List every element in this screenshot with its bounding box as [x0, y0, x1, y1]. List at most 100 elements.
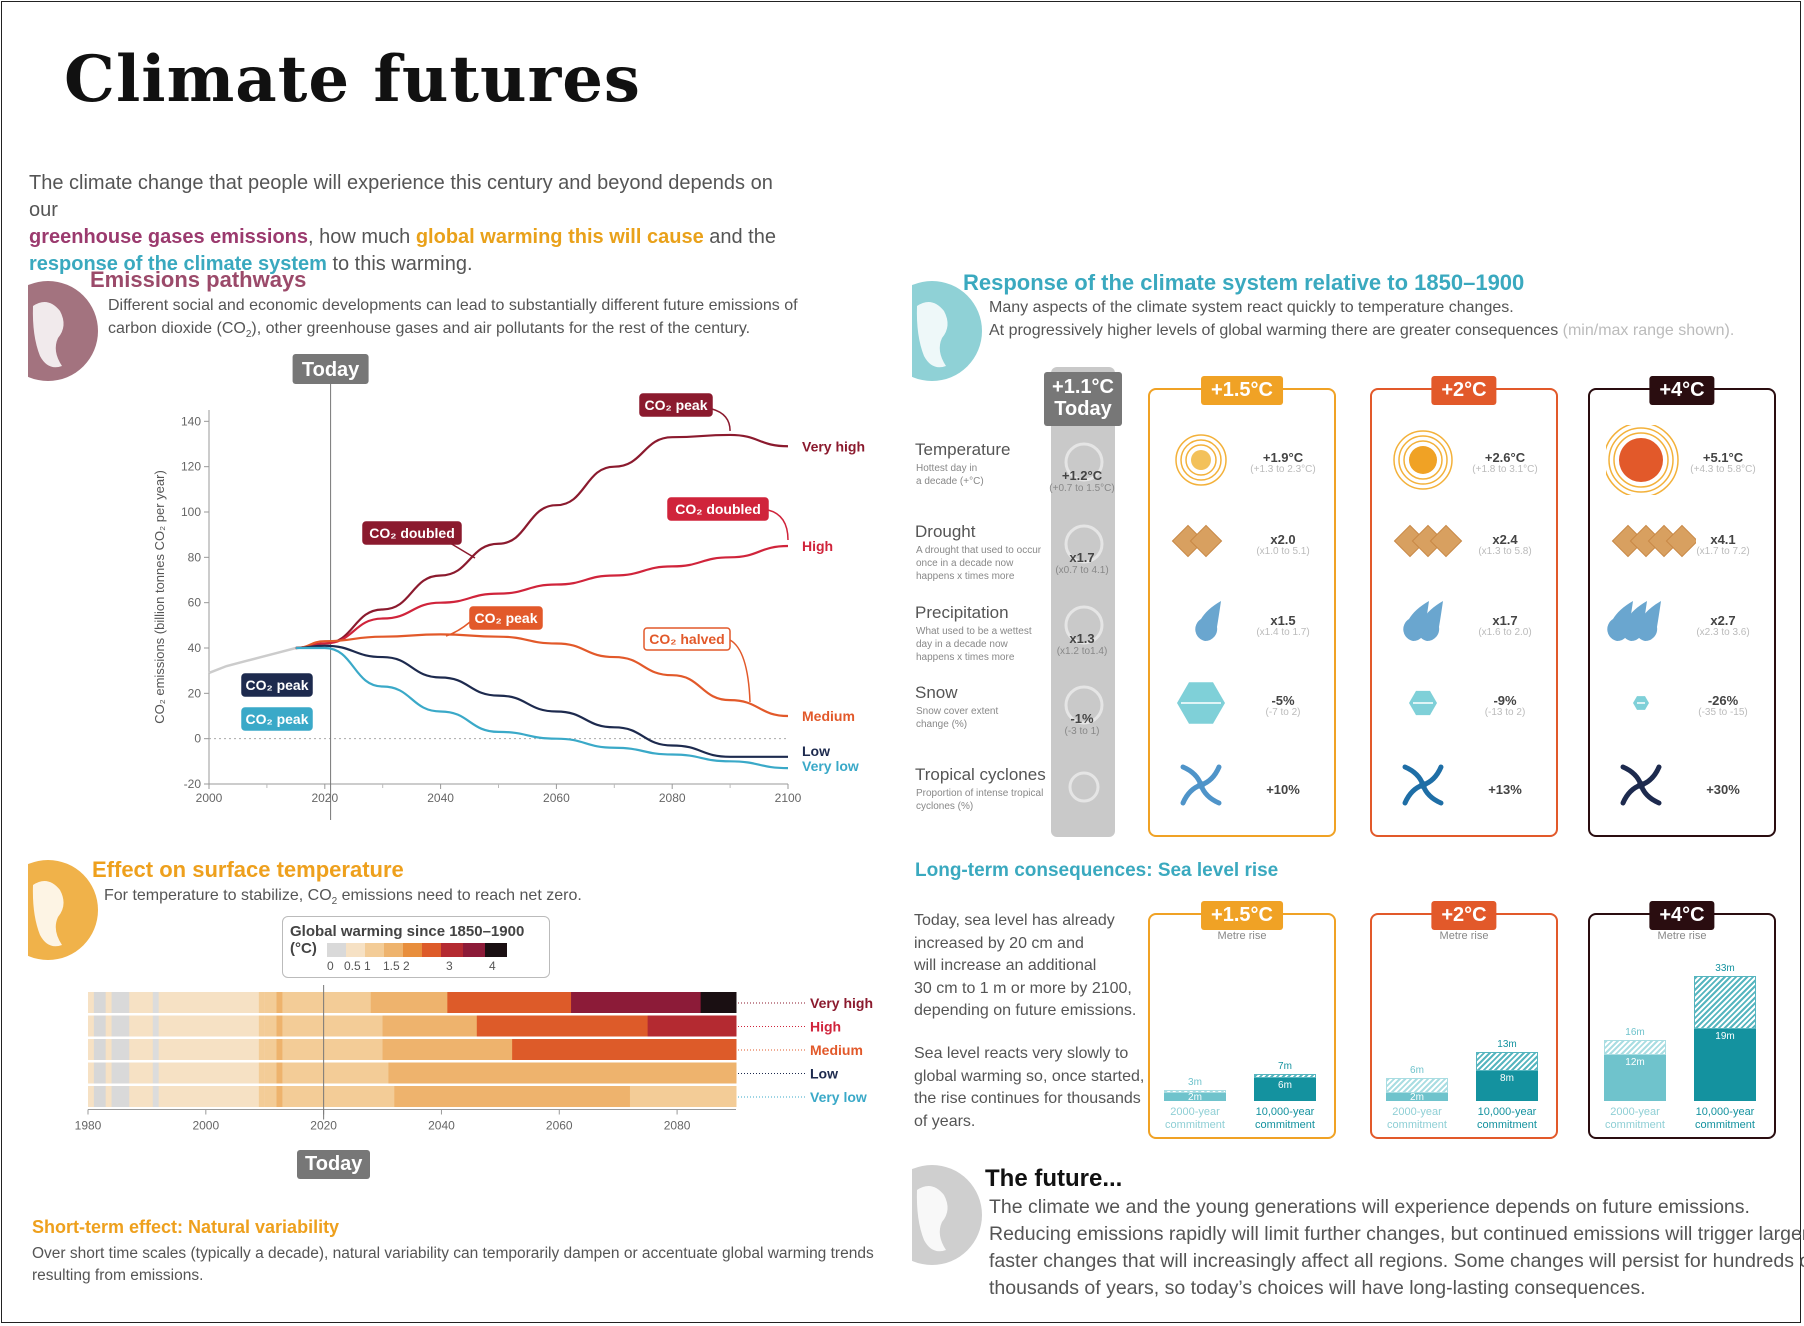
today-tag-top — [292, 354, 369, 384]
y-tick-label: 140 — [181, 414, 201, 428]
emissions-body-sub: 2 — [245, 329, 252, 341]
today-tag-bottom: Today — [297, 1150, 371, 1179]
response-body-note: (min/max range shown). — [1558, 322, 1735, 339]
stripe-variability — [93, 1086, 106, 1107]
sea-level-line: Today, sea level has already — [914, 912, 1115, 929]
stripe-segment — [264, 1062, 389, 1084]
stripe-variability — [276, 1039, 283, 1060]
globe-icon — [28, 276, 100, 396]
surface-title: Effect on surface temperature — [92, 857, 404, 882]
stripe-variability — [276, 1086, 283, 1107]
stripe-variability — [152, 1062, 159, 1084]
annotation-label: CO₂ peak — [245, 677, 308, 693]
annotation-arrow — [711, 408, 731, 431]
series-label: Very high — [802, 438, 865, 454]
legend-swatch — [327, 943, 346, 957]
globe-icon — [912, 1160, 984, 1280]
sea-level-line: the rise continues for thousands — [914, 1090, 1141, 1107]
y-tick-label: 0 — [194, 732, 201, 746]
stripe-segment — [382, 1039, 513, 1060]
short-term-body-2: resulting from emissions. — [32, 1267, 204, 1284]
sea-level-title: Long-term consequences: Sea level rise — [915, 860, 1279, 881]
annotation-arrow — [445, 621, 471, 637]
sea-level-line: 30 cm to 1 m or more by 2100, — [914, 979, 1132, 997]
stripe-segment — [88, 1086, 266, 1107]
response-body: Many aspects of the climate system react… — [989, 296, 1734, 342]
intro-line-1: The climate change that people will expe… — [29, 172, 773, 221]
stripe-variability — [258, 1062, 265, 1084]
stripe-segment — [382, 1015, 478, 1037]
x-tick-label: 2040 — [427, 791, 454, 805]
stripe-segment — [88, 1039, 266, 1060]
annotation-box — [639, 393, 713, 417]
stripe-variability — [152, 1039, 159, 1060]
stripe-variability — [152, 1086, 159, 1107]
series-label: High — [802, 538, 833, 554]
stripe-segment — [629, 1086, 737, 1107]
stripe-segment — [88, 1015, 266, 1037]
stripe-variability — [93, 1039, 106, 1060]
stripe-segment — [700, 992, 737, 1013]
surface-body-sub: 2 — [331, 896, 338, 908]
series-line-high — [295, 544, 789, 650]
legend-ticks: 0 0.5 1 1.5 2 3 4 — [283, 959, 549, 975]
stripe-segment — [388, 1062, 737, 1084]
legend-swatch — [346, 943, 365, 957]
stripe-segment — [571, 992, 702, 1013]
sea-level-line: depending on future emissions. — [914, 1002, 1137, 1019]
stripe-variability — [93, 1062, 106, 1084]
stripe-variability — [152, 992, 159, 1013]
stripe-x-tick-label: 2060 — [546, 1119, 573, 1133]
surface-body-1: For temperature to stabilize, CO — [104, 887, 332, 904]
intro-line-4: to this warming. — [326, 253, 473, 275]
today-tag-top-label: Today — [302, 359, 360, 381]
x-tick-label: 2060 — [543, 791, 570, 805]
annotation-label: CO₂ peak — [474, 610, 537, 626]
series-line-very-high — [295, 433, 789, 650]
future-line: Reducing emissions rapidly will limit fu… — [989, 1223, 1804, 1245]
stripe-segment — [88, 992, 266, 1013]
legend-swatches — [327, 943, 507, 957]
annotation-label: CO₂ peak — [644, 397, 707, 413]
warming-stripes-chart: Very high High Medium Low Very low 1980 2000 20… — [75, 985, 873, 1133]
surface-body-2: emissions need to reach net zero. — [337, 887, 582, 904]
emissions-body-2: carbon dioxide (CO — [108, 320, 246, 337]
future-title: The future... — [985, 1165, 1123, 1192]
stripe-variability — [93, 992, 106, 1013]
stripe-segment — [370, 992, 448, 1013]
annotation-label: CO₂ doubled — [675, 501, 761, 517]
series-line-medium — [295, 633, 789, 718]
y-tick-label: 120 — [181, 460, 201, 474]
x-tick-label: 2020 — [311, 791, 338, 805]
globe-icon — [28, 855, 100, 975]
emissions-body-3: ), other greenhouse gases and air pollut… — [251, 320, 751, 337]
stripe-segment — [394, 1086, 631, 1107]
annotation-box — [241, 707, 313, 731]
historical-line — [208, 646, 297, 675]
y-tick-label: -20 — [184, 777, 202, 791]
future-line: faster changes that will increasingly af… — [989, 1250, 1804, 1272]
stripe-variability — [276, 1015, 283, 1037]
annotation-box — [362, 521, 462, 545]
response-title: Response of the climate system relative … — [963, 270, 1525, 295]
stripe-variability — [276, 992, 283, 1013]
stripe-segment — [88, 1062, 266, 1084]
warming-legend: Global warming since 1850–1900 (°C) 0 0.5… — [282, 916, 550, 978]
stripe-row-label: Very high — [810, 995, 873, 1011]
future-line: The climate we and the young generations… — [989, 1196, 1750, 1218]
series-line-very-low — [295, 646, 789, 770]
stripe-variability — [111, 992, 130, 1013]
intro-line-3: and the — [703, 226, 776, 248]
stripe-variability — [276, 1062, 283, 1084]
legend-swatch — [403, 943, 422, 957]
stripe-x-tick-label: 2000 — [192, 1119, 219, 1133]
stripe-x-tick-label: 2040 — [428, 1119, 455, 1133]
intro-line-2: , how much — [308, 226, 416, 248]
x-tick-label: 2080 — [659, 791, 686, 805]
intro-ghg: greenhouse gases emissions — [29, 226, 309, 248]
stripe-variability — [258, 1039, 265, 1060]
legend-tick: 2 — [403, 959, 410, 973]
future-body: The climate we and the young generations… — [989, 1194, 1804, 1302]
